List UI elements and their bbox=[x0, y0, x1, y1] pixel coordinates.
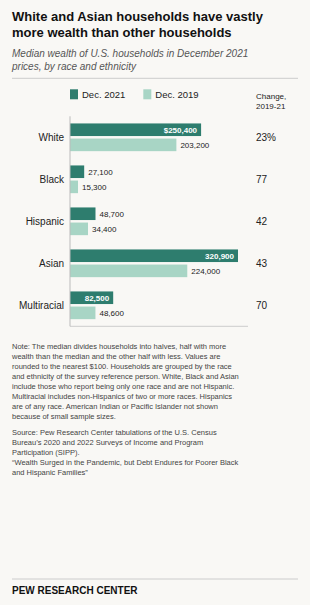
bar bbox=[70, 223, 88, 236]
note-line: “Wealth Surged in the Pandemic, but Debt… bbox=[12, 458, 238, 467]
data-label: 48,600 bbox=[99, 309, 124, 318]
bar bbox=[70, 139, 176, 152]
data-label: 320,900 bbox=[205, 252, 234, 261]
change-value: 43 bbox=[256, 258, 268, 269]
data-label: 82,500 bbox=[85, 294, 110, 303]
labels: White $250,400 203,200 Black 27,100 15,300 His… bbox=[19, 126, 235, 318]
note-line: Source: Pew Research Center tabulations … bbox=[12, 428, 217, 437]
branding: PEW RESEARCH CENTER bbox=[12, 585, 138, 596]
category-label: Multiracial bbox=[19, 300, 64, 311]
title-line: more wealth than other households bbox=[12, 25, 232, 40]
subtitle-line: prices, by race and ethnicity bbox=[11, 61, 137, 72]
bar bbox=[70, 123, 201, 136]
change-header-line: Change, bbox=[256, 92, 286, 101]
separator bbox=[12, 78, 298, 79]
change-value: 70 bbox=[256, 300, 268, 311]
bar bbox=[70, 165, 84, 178]
y-axis-line bbox=[70, 116, 71, 326]
data-label: 15,300 bbox=[82, 183, 107, 192]
data-label: $250,400 bbox=[164, 126, 198, 135]
data-label: 203,200 bbox=[180, 141, 209, 150]
bars bbox=[70, 123, 238, 319]
background bbox=[0, 0, 310, 605]
note-line: Note: The median divides households into… bbox=[12, 342, 226, 351]
note-line: wealth than the median and the other hal… bbox=[11, 352, 220, 361]
category-label: Asian bbox=[39, 258, 64, 269]
title-line: White and Asian households have vastly bbox=[12, 9, 264, 24]
note-line: because of small sample sizes. bbox=[12, 412, 116, 421]
note-line: Bureau’s 2020 and 2022 Surveys of Income… bbox=[12, 438, 203, 447]
bar bbox=[70, 265, 187, 278]
note-line: Participation (SIPP). bbox=[12, 448, 80, 457]
bar bbox=[70, 249, 238, 262]
data-label: 48,700 bbox=[99, 210, 124, 219]
data-label: 34,400 bbox=[92, 225, 117, 234]
change-value: 23% bbox=[256, 132, 276, 143]
chart: White and Asian households have vastlymo… bbox=[0, 0, 310, 605]
x-axis-line bbox=[70, 326, 248, 327]
legend-swatch bbox=[70, 89, 78, 99]
separator bbox=[12, 579, 298, 580]
note-line: are of any race. American Indian or Paci… bbox=[12, 402, 218, 411]
note-line: rounded to the nearest $100. Households … bbox=[12, 362, 232, 371]
note: Source: Pew Research Center tabulations … bbox=[12, 428, 238, 477]
change-header: Change,2019-21 bbox=[256, 92, 286, 111]
change-value: 42 bbox=[256, 216, 268, 227]
subtitle-line: Median wealth of U.S. households in Dece… bbox=[12, 48, 248, 59]
subtitle: Median wealth of U.S. households in Dece… bbox=[11, 48, 248, 72]
change-header-line: 2019-21 bbox=[256, 102, 286, 111]
data-label: 27,100 bbox=[88, 168, 113, 177]
note-line: and ethnicity of the survey reference pe… bbox=[12, 372, 239, 381]
category-label: White bbox=[38, 132, 64, 143]
branding-line: PEW RESEARCH CENTER bbox=[12, 585, 138, 596]
note-line: include those who report being only one … bbox=[12, 382, 234, 391]
bar bbox=[70, 291, 113, 304]
note-line: and Hispanic Families” bbox=[12, 468, 88, 477]
bar bbox=[70, 207, 95, 220]
bar bbox=[70, 307, 95, 320]
note-line: Multiracial includes non-Hispanics of tw… bbox=[12, 392, 232, 401]
legend-label: Dec. 2019 bbox=[155, 89, 198, 100]
category-label: Hispanic bbox=[26, 216, 64, 227]
data-label: 224,000 bbox=[191, 267, 220, 276]
legend-label: Dec. 2021 bbox=[82, 89, 125, 100]
title: White and Asian households have vastlymo… bbox=[12, 9, 264, 40]
note: Note: The median divides households into… bbox=[11, 342, 239, 421]
legend-swatch bbox=[143, 89, 151, 99]
category-label: Black bbox=[40, 174, 65, 185]
bar bbox=[70, 181, 78, 194]
change-value: 77 bbox=[256, 174, 268, 185]
